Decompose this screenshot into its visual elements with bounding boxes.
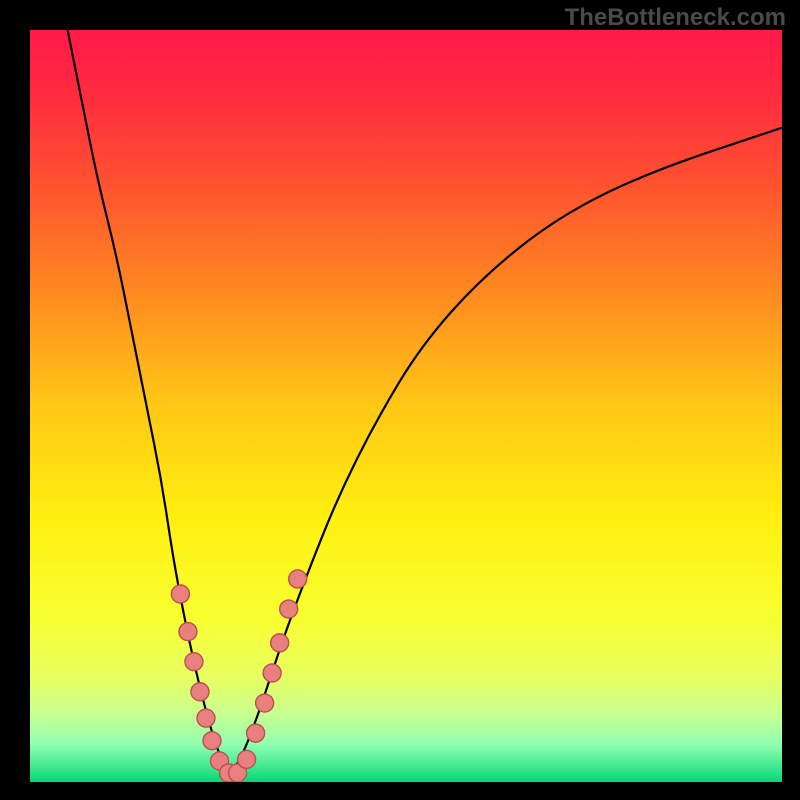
chart-container: TheBottleneck.com <box>0 0 800 800</box>
watermark-text: TheBottleneck.com <box>565 4 786 32</box>
data-marker <box>247 724 265 742</box>
data-marker <box>280 600 298 618</box>
data-marker <box>238 750 256 768</box>
data-marker <box>191 683 209 701</box>
data-marker <box>179 623 197 641</box>
data-marker <box>263 664 281 682</box>
data-marker <box>185 653 203 671</box>
curve-right-branch <box>229 128 782 775</box>
curve-left-branch <box>68 30 230 774</box>
data-marker <box>289 570 307 588</box>
data-marker <box>171 585 189 603</box>
data-marker <box>256 694 274 712</box>
chart-svg <box>30 30 782 782</box>
data-marker <box>203 732 221 750</box>
data-marker <box>197 709 215 727</box>
plot-area <box>30 30 782 782</box>
data-marker <box>271 634 289 652</box>
